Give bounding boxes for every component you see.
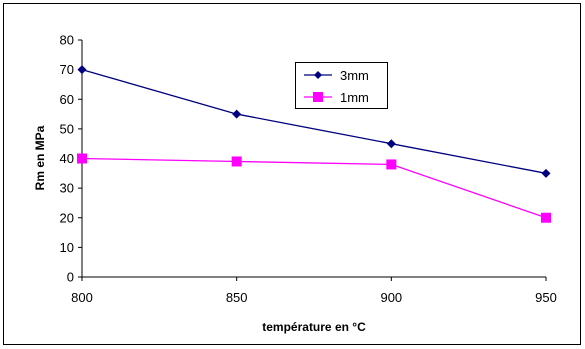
data-point-1mm <box>541 212 551 223</box>
x-ticks: 800 850 900 950 <box>71 277 557 305</box>
legend-marker-3mm <box>314 71 322 79</box>
data-point-1mm <box>231 156 242 167</box>
y-tick-label: 60 <box>60 92 74 107</box>
data-point-3mm <box>541 168 551 178</box>
x-tick-label: 950 <box>535 290 557 305</box>
chart-frame <box>3 3 581 345</box>
y-tick-label: 10 <box>60 240 74 255</box>
series-line-3mm <box>81 69 547 174</box>
x-tick-label: 850 <box>226 290 248 305</box>
y-tick-label: 0 <box>67 270 74 285</box>
y-axis-title: Rm en MPa <box>33 125 47 190</box>
x-axis-title: température en °C <box>262 320 366 334</box>
legend-label-3mm: 3mm <box>340 68 369 83</box>
series-layer <box>77 65 551 223</box>
data-point-1mm <box>77 153 87 164</box>
legend-box <box>295 62 388 109</box>
data-point-3mm <box>386 139 396 149</box>
y-tick-label: 80 <box>60 33 74 48</box>
data-point-3mm <box>232 109 242 119</box>
y-tick-label: 70 <box>60 62 74 77</box>
x-tick-label: 900 <box>380 290 402 305</box>
legend: 3mm 1mm <box>295 62 388 109</box>
y-tick-label: 50 <box>60 121 74 136</box>
legend-label-1mm: 1mm <box>340 90 369 105</box>
legend-marker-1mm <box>313 92 323 102</box>
y-ticks: 0 10 20 30 40 50 60 70 80 <box>60 33 82 285</box>
data-point-3mm <box>77 65 87 75</box>
x-tick-label: 800 <box>71 290 93 305</box>
y-tick-label: 20 <box>60 210 74 225</box>
data-point-1mm <box>386 159 397 170</box>
series-line-1mm <box>81 157 547 219</box>
y-tick-label: 40 <box>60 151 74 166</box>
y-tick-label: 30 <box>60 181 74 196</box>
